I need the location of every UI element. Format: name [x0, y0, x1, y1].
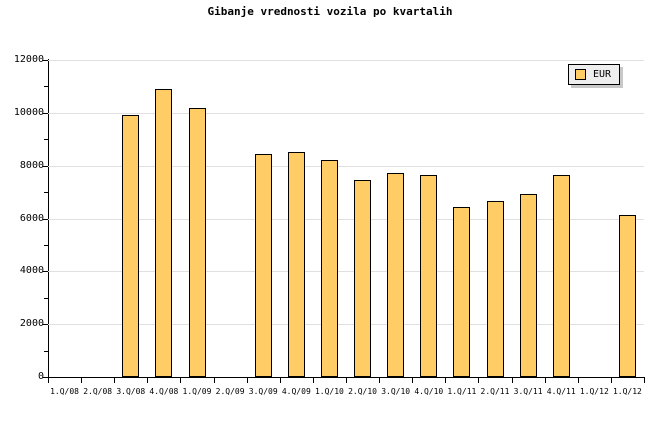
chart-title: Gibanje vrednosti vozila po kvartalih — [207, 5, 453, 18]
y-tick-label-12000: 12000 — [13, 54, 44, 65]
x-tick-label-14: 3.Q/11 — [513, 387, 543, 396]
bar[interactable] — [254, 153, 272, 377]
x-tick-label-15: 4.Q/11 — [546, 387, 576, 396]
gridline-2000 — [48, 324, 644, 326]
y-tick-label-8000: 8000 — [19, 159, 44, 171]
x-tick-label-7: 4.Q/09 — [281, 387, 311, 396]
x-tick-label-4: 1.Q/09 — [182, 387, 212, 396]
y-tick-label-4000: 4000 — [19, 265, 44, 277]
bar[interactable] — [519, 193, 537, 377]
bar[interactable] — [618, 214, 636, 377]
y-tick-10000 — [43, 112, 48, 114]
x-tick-2 — [114, 377, 115, 383]
y-tick-minor-9000 — [44, 139, 48, 141]
bar[interactable] — [420, 174, 438, 377]
bar[interactable] — [387, 172, 405, 377]
x-tick-16 — [578, 377, 579, 383]
chart-legend[interactable]: EUR — [568, 64, 621, 85]
y-tick-0 — [43, 377, 48, 378]
plot-area — [48, 60, 644, 378]
y-tick-minor-1000 — [44, 350, 48, 352]
x-tick-8 — [313, 377, 314, 383]
y-tick-8000 — [43, 165, 48, 167]
x-tick-label-8: 1.Q/10 — [314, 387, 344, 396]
bars — [48, 60, 644, 377]
y-tick-12000 — [43, 60, 48, 61]
x-tick-label-10: 3.Q/10 — [381, 387, 411, 396]
y-tick-4000 — [43, 271, 48, 273]
bar[interactable] — [188, 107, 206, 377]
x-tick-label-11: 4.Q/10 — [414, 387, 444, 396]
gridline-4000 — [48, 271, 644, 273]
legend-label-eur: EUR — [593, 69, 612, 80]
bar[interactable] — [552, 174, 570, 377]
y-tick-label-0: 0 — [37, 371, 44, 382]
y-tick-label-10000: 10000 — [13, 106, 44, 118]
x-tick-7 — [280, 377, 281, 383]
x-tick-label-12: 1.Q/11 — [447, 387, 477, 396]
x-tick-12 — [445, 377, 446, 383]
x-tick-label-5: 2.Q/09 — [215, 387, 245, 396]
bar[interactable] — [354, 180, 372, 377]
x-tick-label-13: 2.Q/11 — [480, 387, 510, 396]
x-tick-label-1: 2.Q/08 — [83, 387, 113, 396]
gridline-10000 — [48, 112, 644, 114]
bar[interactable] — [155, 89, 173, 377]
x-tick-5 — [214, 377, 215, 383]
x-tick-11 — [412, 377, 413, 383]
y-tick-label-6000: 6000 — [19, 212, 44, 224]
x-tick-3 — [147, 377, 148, 383]
bar[interactable] — [486, 201, 504, 377]
gridline-8000 — [48, 165, 644, 167]
y-tick-6000 — [43, 218, 48, 220]
x-tick-4 — [180, 377, 181, 383]
x-tick-1 — [81, 377, 82, 383]
gridline-12000 — [48, 60, 644, 61]
bar[interactable] — [122, 115, 140, 377]
y-tick-2000 — [43, 324, 48, 326]
y-axis-labels: 0 2000 4000 6000 8000 10000 12000 — [0, 55, 44, 382]
x-tick-label-6: 3.Q/09 — [248, 387, 278, 396]
x-tick-14 — [512, 377, 513, 383]
gridline-6000 — [48, 218, 644, 220]
x-tick-6 — [247, 377, 248, 383]
y-tick-minor-11000 — [44, 86, 48, 88]
x-tick-13 — [478, 377, 479, 383]
y-tick-minor-7000 — [44, 192, 48, 194]
x-tick-label-16: 1.Q/12 — [579, 387, 609, 396]
x-tick-label-9: 2.Q/10 — [348, 387, 377, 396]
x-tick-label-2: 3.Q/08 — [116, 387, 146, 396]
x-tick-17 — [611, 377, 612, 383]
x-tick-end — [644, 377, 645, 383]
x-tick-10 — [379, 377, 380, 383]
bar[interactable] — [320, 160, 338, 377]
x-tick-0 — [48, 377, 49, 383]
y-tick-label-2000: 2000 — [19, 318, 44, 330]
x-tick-label-0: 1.Q/08 — [50, 387, 79, 396]
x-tick-9 — [346, 377, 347, 383]
x-tick-15 — [545, 377, 546, 383]
bar[interactable] — [453, 206, 471, 377]
bar[interactable] — [287, 151, 305, 377]
y-tick-minor-3000 — [44, 297, 48, 299]
legend-swatch-eur — [575, 69, 586, 80]
x-tick-label-3: 4.Q/08 — [149, 387, 179, 396]
y-tick-minor-5000 — [44, 244, 48, 246]
x-tick-label-17: 1.Q/12 — [612, 387, 642, 396]
